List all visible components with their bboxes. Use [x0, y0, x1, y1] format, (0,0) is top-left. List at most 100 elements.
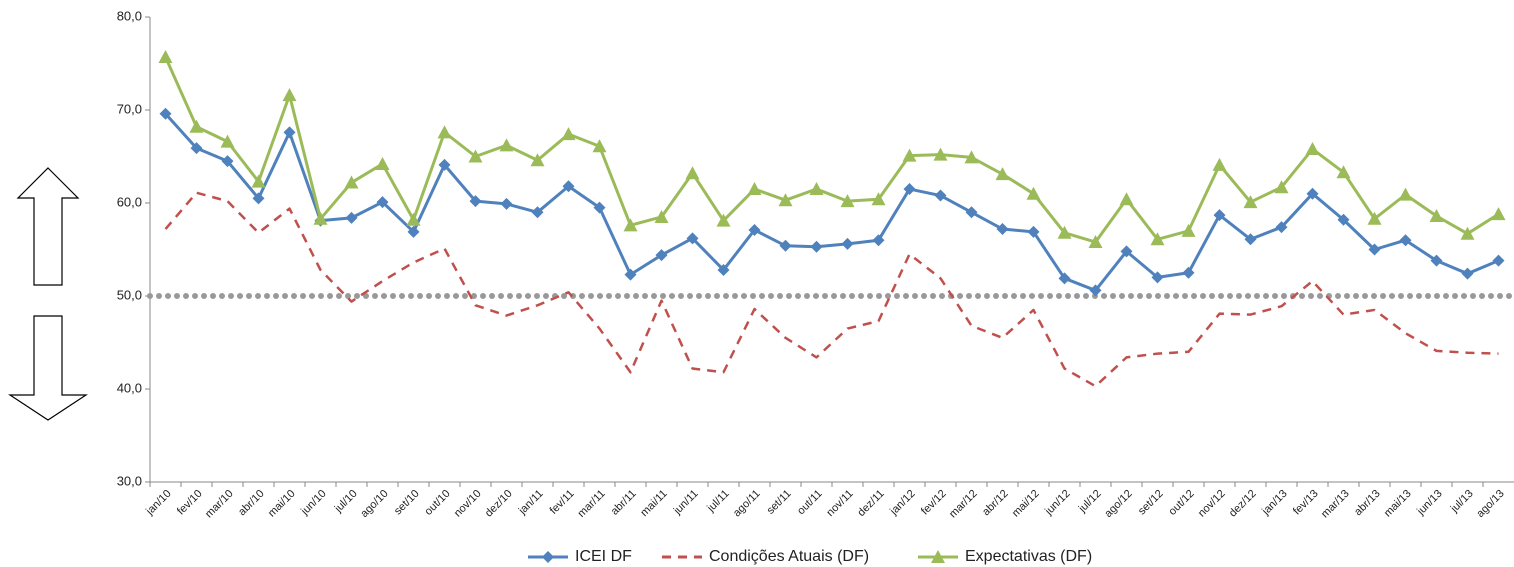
legend-label: ICEI DF: [575, 548, 632, 565]
y-tick-label: 40,0: [117, 380, 142, 395]
point: [530, 153, 545, 167]
x-tick-label: abr/10: [236, 488, 267, 519]
point: [747, 182, 762, 196]
x-tick-label: jan/10: [143, 488, 173, 518]
point: [592, 139, 607, 153]
legend-marker: [542, 551, 554, 563]
x-tick-label: jul/10: [332, 488, 360, 516]
x-tick-label: jan/11: [516, 488, 546, 518]
point: [1027, 225, 1040, 238]
point: [933, 147, 948, 161]
y-tick-label: 80,0: [117, 8, 142, 23]
point: [748, 223, 761, 236]
point: [809, 182, 824, 196]
point: [344, 175, 359, 189]
x-tick-label: mai/10: [266, 488, 298, 520]
x-tick-label: mai/12: [1010, 488, 1042, 520]
point: [282, 88, 297, 102]
series-line: [164, 56, 1500, 244]
point: [561, 127, 576, 141]
legend-marker: [931, 550, 945, 563]
x-tick-label: fev/11: [548, 488, 577, 517]
point: [995, 167, 1010, 181]
point: [1088, 235, 1103, 249]
point: [655, 249, 668, 262]
point: [251, 174, 266, 188]
x-tick-label: jul/13: [1448, 488, 1476, 516]
point: [375, 156, 390, 170]
point: [189, 119, 204, 133]
x-tick-label: jun/11: [671, 488, 701, 518]
point: [1057, 225, 1072, 239]
point: [1306, 187, 1319, 200]
x-tick-label: abr/12: [980, 488, 1011, 519]
point: [221, 155, 234, 168]
point: [779, 239, 792, 252]
point: [1151, 271, 1164, 284]
x-tick-label: abr/11: [609, 488, 639, 518]
point: [1275, 221, 1288, 234]
x-tick-label: ago/11: [731, 488, 763, 520]
point: [1150, 232, 1165, 246]
point: [716, 213, 731, 227]
point: [500, 197, 513, 210]
point: [1337, 213, 1350, 226]
x-tick-label: out/12: [1167, 488, 1197, 518]
x-tick-label: dez/10: [483, 488, 515, 520]
point: [964, 150, 979, 164]
point: [871, 192, 886, 206]
point: [1367, 211, 1382, 225]
x-tick-label: jun/12: [1042, 488, 1072, 518]
x-tick-label: jun/10: [298, 488, 328, 518]
point: [593, 201, 606, 214]
y-tick-label: 50,0: [117, 287, 142, 302]
x-tick-label: ago/10: [358, 488, 390, 520]
point: [1430, 254, 1443, 267]
x-tick-label: mar/11: [576, 488, 608, 520]
point: [654, 209, 669, 223]
point: [1491, 207, 1506, 221]
point: [1243, 195, 1258, 209]
x-tick-label: out/11: [795, 488, 825, 518]
point: [840, 194, 855, 208]
legend-label: Condições Atuais (DF): [709, 548, 869, 565]
point: [841, 237, 854, 250]
x-tick-label: ago/13: [1474, 488, 1506, 520]
x-tick-label: mar/13: [1319, 488, 1352, 521]
point: [1213, 209, 1226, 222]
x-tick-label: jul/11: [704, 488, 731, 515]
x-tick-label: jun/13: [1414, 488, 1444, 518]
point: [407, 225, 420, 238]
point: [1399, 234, 1412, 247]
x-tick-label: out/10: [423, 488, 453, 518]
point: [1461, 267, 1474, 280]
x-tick-label: abr/13: [1352, 488, 1383, 519]
point: [623, 218, 638, 232]
x-tick-label: nov/10: [452, 488, 484, 520]
x-tick-label: jan/12: [887, 488, 917, 518]
point: [1274, 180, 1289, 194]
x-tick-label: jan/13: [1259, 488, 1289, 518]
point: [562, 180, 575, 193]
point: [1182, 266, 1195, 279]
point: [810, 240, 823, 253]
point: [903, 183, 916, 196]
point: [1181, 223, 1196, 237]
x-tick-label: mar/12: [947, 488, 980, 521]
x-tick-label: nov/11: [824, 488, 855, 519]
x-tick-label: nov/12: [1196, 488, 1228, 520]
point: [190, 142, 203, 155]
point: [1058, 272, 1071, 285]
x-tick-label: fev/12: [919, 488, 949, 518]
point: [468, 149, 483, 163]
point: [313, 211, 328, 225]
y-tick-label: 60,0: [117, 194, 142, 209]
x-tick-label: dez/11: [855, 488, 886, 519]
point: [499, 138, 514, 152]
point: [531, 206, 544, 219]
point: [252, 192, 265, 205]
up-arrow: [16, 167, 80, 286]
point: [717, 263, 730, 276]
x-tick-label: set/12: [1136, 488, 1166, 518]
